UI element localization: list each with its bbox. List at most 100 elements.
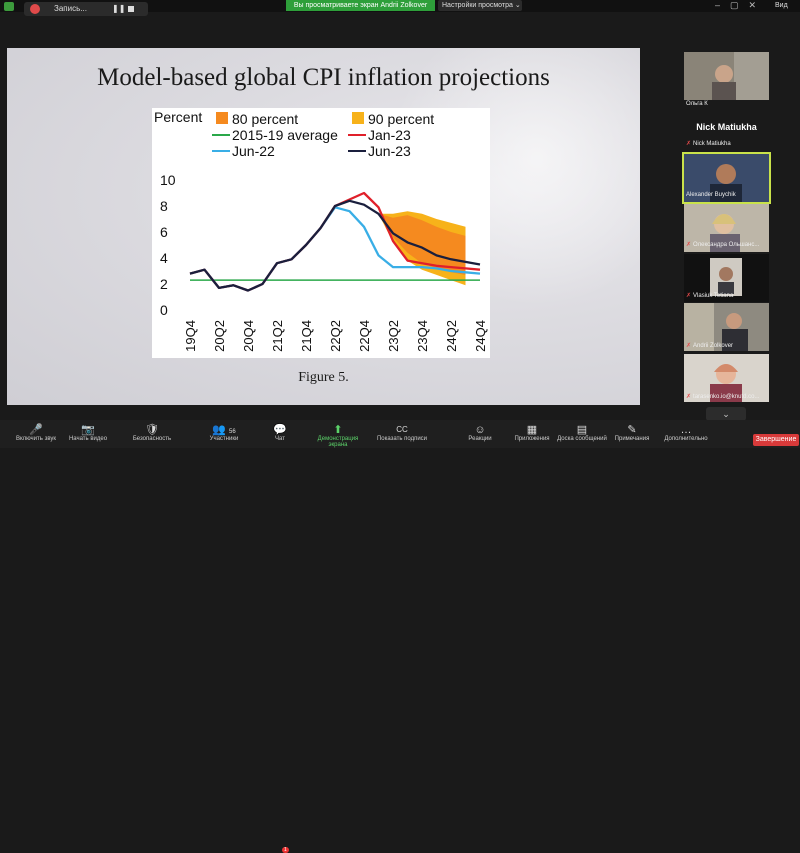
y-tick-label: 10 [160, 172, 176, 188]
x-tick-label: 22Q4 [357, 320, 372, 352]
chat-badge: 1 [282, 847, 289, 853]
reactions-label: Реакции [468, 436, 492, 442]
slide-title: Model-based global CPI inflation project… [97, 64, 550, 91]
participants-icon: 👥 56 [212, 424, 236, 436]
chat-button[interactable]: 💬 Чат [250, 424, 310, 442]
view-options-label: Настройки просмотра [442, 2, 513, 9]
chevron-down-icon: ⌄ [514, 2, 521, 9]
reactions-button[interactable]: ☺ Реакции [450, 424, 510, 442]
participants-button[interactable]: 👥 56 Участники [194, 424, 254, 442]
share-banner: Вы просматриваете экран Andrii Zolkover [286, 0, 435, 11]
y-tick-label: 0 [160, 302, 168, 318]
scroll-down-button[interactable]: ⌄ [706, 407, 746, 421]
participant-tile[interactable] [684, 254, 769, 302]
window-controls[interactable]: –▢✕ [715, 0, 767, 10]
participant-video-icon [684, 204, 769, 252]
shield-icon: 🛡 [145, 424, 159, 436]
y-tick-label: 2 [160, 276, 168, 292]
muted-mic-icon: ✗ [686, 394, 692, 400]
apps-label: Приложения [514, 436, 550, 442]
participant-video-icon [684, 303, 769, 351]
security-button[interactable]: 🛡 Безопасность [122, 424, 182, 442]
participant-video-icon [684, 52, 769, 100]
muted-mic-icon: ✗ [686, 242, 692, 248]
notes-button[interactable]: ✎ Примечания [602, 424, 662, 442]
captions-button[interactable]: CC Показать подписи [372, 424, 432, 442]
stop-recording-icon[interactable] [128, 6, 134, 12]
chat-label: Чат [275, 436, 285, 442]
participant-tile[interactable] [684, 354, 769, 402]
share-screen-button[interactable]: ⬆ Демонстрация экрана [308, 424, 368, 448]
pause-recording-icon[interactable]: ❚❚ [112, 4, 126, 13]
participant-video-icon [684, 254, 769, 302]
legend-label: Jan-23 [368, 127, 411, 143]
participant-name-large: Nick Matiukha [696, 122, 757, 132]
participant-video-icon [684, 354, 769, 402]
unmute-label: Включить звук [15, 436, 56, 442]
unmute-button[interactable]: 🎤 Включить звук [6, 424, 66, 442]
more-icon: … [680, 424, 692, 436]
participant-name: ✗ Олександра Ольшанс... [686, 242, 760, 248]
share-screen-icon: ⬆ [333, 424, 343, 436]
y-tick-label: 8 [160, 198, 168, 214]
participants-count: 56 [229, 429, 236, 435]
y-tick-label: 6 [160, 224, 168, 240]
whiteboard-icon: ▤ [576, 424, 588, 436]
end-meeting-button[interactable]: Завершение [753, 434, 799, 446]
participant-tile[interactable] [684, 303, 769, 351]
cpi-chart-svg: 0 2 4 6 8 10 Percent 19Q4 20Q2 20Q4 21Q2 21Q4 22Q2 22… [154, 109, 488, 352]
participant-name: Ольга К [686, 101, 708, 107]
legend-label: 90 percent [368, 111, 434, 127]
legend-swatch [216, 112, 228, 124]
whiteboard-label: Доска сообщений [557, 436, 607, 442]
participant-name: ✗ Andrii Zolkover [686, 343, 734, 349]
apps-icon: ▦ [526, 424, 538, 436]
share-screen-label: Демонстрация экрана [317, 436, 359, 448]
captions-icon: CC [396, 425, 408, 434]
participant-name: ✗ tarasenko.io@knutd.co... [686, 394, 760, 400]
participant-tile[interactable] [684, 52, 769, 100]
reactions-icon: ☺ [474, 424, 486, 436]
whiteboard-button[interactable]: ▤ Доска сообщений [552, 424, 612, 442]
cloud-record-icon [30, 4, 40, 14]
notes-icon: ✎ [627, 424, 637, 436]
muted-mic-icon: ✗ [686, 343, 692, 349]
figure-caption: Figure 5. [298, 370, 349, 385]
muted-mic-icon: ✗ [686, 293, 692, 299]
more-button[interactable]: … Дополнительно [656, 424, 716, 442]
x-tick-label: 20Q2 [212, 320, 227, 352]
more-label: Дополнительно [664, 436, 708, 442]
muted-mic-icon: ✗ [686, 141, 692, 147]
y-axis-label: Percent [154, 109, 202, 125]
apps-button[interactable]: ▦ Приложения [502, 424, 562, 442]
participants-label: Участники [209, 436, 239, 442]
view-label[interactable]: Вид [775, 2, 788, 9]
chevron-down-icon: ⌄ [722, 409, 730, 419]
legend-label: 80 percent [232, 111, 298, 127]
x-tick-label: 22Q2 [328, 320, 343, 352]
band-80-percent [378, 213, 466, 275]
meeting-toolbar: 🎤 Включить звук 📷 Начать видео 🛡 Безопаснос… [0, 420, 800, 853]
view-options-button[interactable]: Настройки просмотра ⌄ [438, 0, 522, 11]
microphone-icon: 🎤 [29, 424, 43, 436]
shield-icon[interactable] [4, 2, 14, 11]
participant-video-icon [684, 154, 769, 202]
legend-swatch [352, 112, 364, 124]
chat-icon: 💬 [273, 424, 287, 436]
participant-name: ✗ Vlasiuk Tetiana [686, 293, 734, 299]
x-tick-label: 19Q4 [183, 320, 198, 352]
camera-icon: 📷 [81, 424, 95, 436]
top-bar: Запись... ❚❚ Вы просматриваете экран And… [0, 0, 800, 16]
x-tick-label: 23Q4 [415, 320, 430, 352]
recording-indicator: Запись... ❚❚ [24, 2, 148, 16]
recording-label: Запись... [54, 4, 87, 13]
start-video-button[interactable]: 📷 Начать видео [58, 424, 118, 442]
participant-name: ✗ Nick Matiukha [686, 141, 731, 147]
participant-tile-active[interactable] [682, 152, 771, 204]
notes-label: Примечания [614, 436, 650, 442]
cpi-chart: 0 2 4 6 8 10 Percent 19Q4 20Q2 20Q4 21Q2 21Q4 22Q2 22… [152, 108, 490, 358]
participants-panel: Ольга К Nick Matiukha ✗ Nick Matiukha Ale… [676, 12, 800, 421]
participant-tile[interactable] [684, 204, 769, 252]
captions-label: Показать подписи [376, 436, 428, 442]
legend-label: Jun-22 [232, 143, 275, 159]
